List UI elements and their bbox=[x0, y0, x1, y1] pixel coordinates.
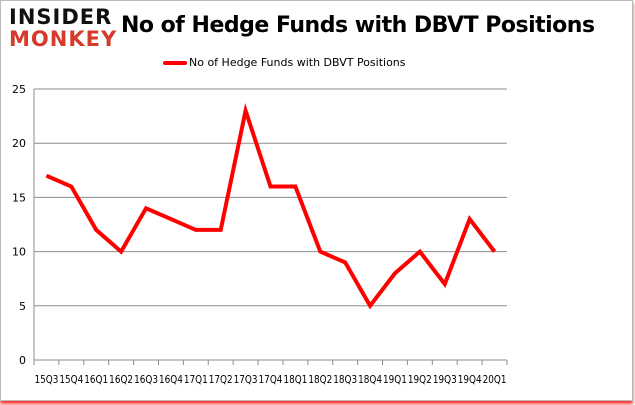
y-tick-label: 0 bbox=[19, 354, 26, 367]
x-tick-label: 17Q3 bbox=[234, 373, 258, 386]
logo-line-1: INSIDER bbox=[9, 5, 113, 29]
x-tick-label: 19Q3 bbox=[433, 373, 457, 386]
legend-swatch bbox=[163, 60, 187, 65]
x-tick-label: 18Q1 bbox=[283, 373, 307, 386]
insider-monkey-logo: INSIDER MONKEY bbox=[9, 5, 118, 53]
y-tick-label: 20 bbox=[12, 137, 26, 150]
y-tick-label: 15 bbox=[12, 191, 26, 204]
x-tick-label: 19Q4 bbox=[458, 373, 482, 386]
y-tick-label: 25 bbox=[12, 83, 26, 96]
legend-label: No of Hedge Funds with DBVT Positions bbox=[189, 56, 406, 69]
x-tick-label: 16Q3 bbox=[134, 373, 158, 386]
x-tick-label: 20Q1 bbox=[483, 373, 507, 386]
x-tick-label: 16Q1 bbox=[84, 373, 108, 386]
x-tick-label: 19Q1 bbox=[383, 373, 407, 386]
x-tick-label: 18Q4 bbox=[358, 373, 382, 386]
series-line bbox=[45, 102, 497, 310]
logo-line-2: MONKEY bbox=[9, 27, 118, 51]
y-tick-label: 5 bbox=[19, 300, 26, 313]
y-tick-label: 10 bbox=[12, 246, 26, 259]
x-tick-label: 15Q3 bbox=[35, 373, 59, 386]
legend: No of Hedge Funds with DBVT Positions bbox=[163, 56, 406, 69]
x-tick-label: 17Q4 bbox=[259, 373, 283, 386]
x-tick-label: 17Q1 bbox=[184, 373, 208, 386]
x-tick-label: 16Q2 bbox=[109, 373, 133, 386]
x-tick-label: 18Q3 bbox=[333, 373, 357, 386]
x-tick-label: 19Q2 bbox=[408, 373, 432, 386]
chart-title: No of Hedge Funds with DBVT Positions bbox=[121, 13, 595, 38]
x-tick-label: 15Q4 bbox=[59, 373, 83, 386]
x-tick-label: 16Q4 bbox=[159, 373, 183, 386]
x-tick-label: 18Q2 bbox=[308, 373, 332, 386]
x-tick-label: 17Q2 bbox=[209, 373, 233, 386]
